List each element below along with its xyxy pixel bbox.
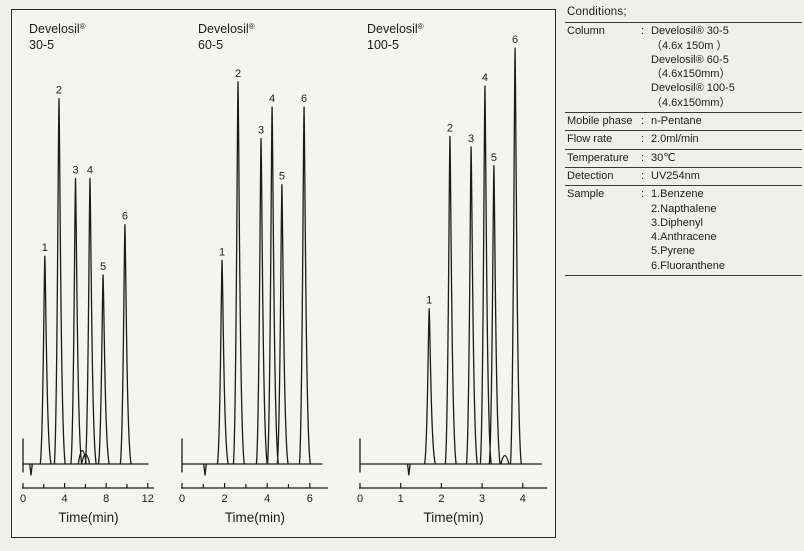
condition-label: Flow rate [567, 133, 613, 146]
x-axis-label: Time(min) [58, 510, 118, 525]
registered-mark: ® [418, 22, 424, 31]
conditions-title: Conditions; [565, 3, 802, 24]
condition-colon: : [641, 133, 645, 146]
panel-title: Develosil® [367, 22, 424, 36]
trace-path [22, 97, 149, 476]
condition-value: Develosil® 100-5 [651, 82, 735, 95]
condition-label: Temperature [567, 151, 629, 164]
x-axis-label: Time(min) [225, 510, 285, 525]
x-tick-label: 3 [479, 493, 485, 505]
registered-mark: ® [249, 22, 255, 31]
condition-value: 4.Anthracene [651, 231, 717, 244]
condition-value: 6.Fluoranthene [651, 259, 725, 272]
panel-subtitle: 60-5 [198, 38, 223, 52]
condition-value: （4.6x150mm） [651, 68, 731, 81]
peak-label: 4 [87, 164, 93, 176]
condition-value: 2.Napthalene [651, 202, 717, 215]
peak-label: 1 [219, 246, 225, 258]
peak-label: 5 [100, 261, 106, 273]
condition-row-sample: Sample:1.Benzene 2.Napthalene 3.Diphenyl 4.… [565, 186, 802, 277]
condition-label: Mobile phase [567, 115, 633, 128]
panel-subtitle: 30-5 [29, 38, 54, 52]
condition-value: Develosil® 60-5 [651, 53, 729, 66]
peak-label: 6 [301, 93, 307, 105]
peak-label: 5 [491, 152, 497, 164]
panel-title: Develosil® [29, 22, 86, 36]
condition-value: n-Pentane [651, 115, 702, 128]
condition-row-column: Column: Develosil® 30-5 （4.6x 150m ） Develo… [565, 23, 802, 114]
x-tick-label: 6 [307, 493, 313, 505]
condition-colon: : [641, 169, 645, 182]
peak-label: 3 [258, 125, 264, 137]
x-tick-label: 0 [179, 493, 185, 505]
peak-label: 2 [447, 122, 453, 134]
peak-label: 1 [426, 295, 432, 307]
peak-label: 5 [279, 171, 285, 183]
condition-value: 5.Pyrene [651, 245, 696, 258]
x-tick-label: 4 [264, 493, 270, 505]
trace-path [359, 47, 542, 476]
x-tick-label: 1 [398, 493, 404, 505]
condition-colon: : [641, 151, 645, 164]
condition-row-detection: Detection: UV254nm [565, 168, 802, 187]
condition-colon: : [641, 25, 645, 38]
condition-row-mobile-phase: Mobile phase: n-Pentane [565, 113, 802, 132]
condition-value: Develosil® 30-5 [651, 25, 729, 38]
condition-value: 30℃ [651, 151, 676, 164]
panel-subtitle: 100-5 [367, 38, 399, 52]
condition-value: （4.6x 150m ） [651, 39, 728, 52]
conditions-table: Conditions; Column: Develosil® 30-5 （4.6x … [565, 3, 802, 277]
condition-value: 3.Diphenyl [651, 216, 703, 229]
x-axis [181, 483, 328, 489]
condition-label: Column [567, 25, 605, 38]
x-axis [22, 483, 155, 489]
condition-value: 1.Benzene [651, 188, 704, 201]
x-tick-label: 4 [62, 493, 68, 505]
condition-label: Sample [567, 188, 605, 201]
x-tick-label: 8 [103, 493, 109, 505]
registered-mark: ® [80, 22, 86, 31]
x-tick-label: 0 [357, 493, 363, 505]
peak-label: 4 [482, 72, 488, 84]
panel-title: Develosil® [198, 22, 255, 36]
condition-value: UV254nm [651, 169, 700, 182]
condition-values: n-Pentane [651, 114, 802, 128]
x-tick-label: 12 [142, 493, 154, 505]
condition-value: 2.0ml/min [651, 133, 699, 146]
condition-row-flow-rate: Flow rate:2.0ml/min [565, 131, 802, 150]
condition-colon: : [641, 115, 645, 128]
x-tick-label: 0 [20, 493, 26, 505]
condition-values: 30℃ [651, 151, 802, 165]
x-tick-label: 2 [438, 493, 444, 505]
condition-values: UV254nm [651, 169, 802, 183]
condition-colon: : [641, 188, 645, 201]
peak-label: 2 [56, 85, 62, 97]
condition-label: Detection [567, 169, 614, 182]
peak-label: 2 [235, 68, 241, 80]
conditions-rows: Column: Develosil® 30-5 （4.6x 150m ） Develo… [565, 23, 802, 277]
peak-label: 3 [468, 133, 474, 145]
x-axis-label: Time(min) [423, 510, 483, 525]
x-tick-label: 2 [222, 493, 228, 505]
peak-label: 6 [512, 34, 518, 46]
peak-label: 4 [269, 93, 275, 105]
x-axis [359, 483, 548, 489]
condition-values: Develosil® 30-5 （4.6x 150m ） Develosil® 60… [651, 24, 802, 110]
condition-values: 1.Benzene 2.Napthalene 3.Diphenyl 4.Anthrac… [651, 187, 802, 273]
trace-path [181, 81, 323, 476]
chromatogram-panel-3: 0 1 2 3 4 Time(min) Develosil® 100-5 1 2 3 4 5 6 [357, 22, 548, 525]
condition-values: 2.0ml/min [651, 132, 802, 146]
peak-label: 1 [42, 242, 48, 254]
condition-row-temperature: Temperature:30℃ [565, 150, 802, 168]
chromatogram-panel-2: 0 2 4 6 Time(min) Develosil® 60-5 1 2 3 4 5 6 [179, 22, 328, 525]
peak-label: 3 [72, 164, 78, 176]
peak-label: 6 [122, 211, 128, 223]
condition-value: （4.6x150mm） [651, 96, 731, 109]
x-tick-label: 4 [520, 493, 526, 505]
